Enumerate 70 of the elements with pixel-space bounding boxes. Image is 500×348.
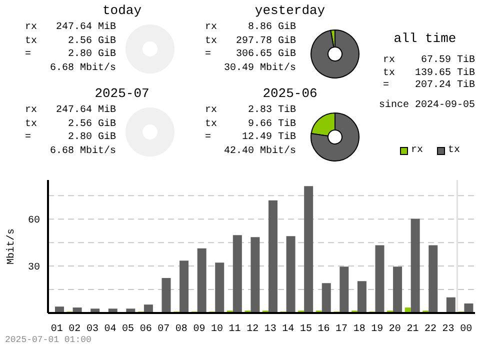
x-tick-label: 19 xyxy=(371,324,384,335)
text: tx xyxy=(383,68,396,78)
x-tick-label: 02 xyxy=(68,324,81,335)
text: 139.65 TiB xyxy=(414,68,475,78)
text: 2025-07 xyxy=(94,86,150,101)
x-tick-label: 10 xyxy=(211,324,224,335)
text: rx xyxy=(205,22,218,33)
text: = xyxy=(25,49,32,60)
text: all time xyxy=(392,31,458,46)
text: 207.24 TiB xyxy=(414,80,475,91)
text: 297.78 GiB xyxy=(236,36,296,47)
x-tick-label: 01 xyxy=(50,324,63,335)
x-tick-label: 07 xyxy=(158,324,170,335)
text: rx xyxy=(25,105,38,116)
x-tick-label: 20 xyxy=(388,324,401,335)
y-axis-title: Mbit/s xyxy=(6,228,18,265)
text: rx xyxy=(383,55,396,66)
legend-label: tx xyxy=(447,145,460,156)
x-tick-label: 18 xyxy=(353,324,366,335)
x-tick-label: 03 xyxy=(86,324,98,335)
text: 2.80 GiB xyxy=(68,132,116,144)
x-tick-label: 00 xyxy=(460,324,472,335)
text: tx xyxy=(25,36,38,47)
x-tick-label: 15 xyxy=(300,324,312,335)
text: 67.59 TiB xyxy=(420,55,475,66)
y-tick-label: 30 xyxy=(28,262,40,274)
text: 2025-07-01 01:00 xyxy=(5,335,92,345)
text: tx xyxy=(205,36,218,47)
text: 306.65 GiB xyxy=(236,49,296,60)
x-tick-label: 09 xyxy=(193,324,206,335)
text: 6.68 Mbit/s xyxy=(48,63,116,74)
text: 6.68 Mbit/s xyxy=(48,146,116,158)
chart-title: 2025-06 xyxy=(262,86,318,101)
x-tick-label: 17 xyxy=(336,324,348,335)
x-tick-label: 14 xyxy=(282,324,294,335)
text: = xyxy=(25,132,32,144)
text: 8.86 GiB xyxy=(248,22,296,33)
text: 2.80 GiB xyxy=(68,49,116,60)
text: = xyxy=(205,49,212,60)
x-tick-label: 16 xyxy=(318,324,330,335)
text: = xyxy=(383,80,390,91)
text: 12.49 TiB xyxy=(242,132,296,144)
x-tick-label: 06 xyxy=(140,324,152,335)
text: 247.64 MiB xyxy=(56,105,116,116)
text: 2.83 TiB xyxy=(248,105,296,116)
text: 2.56 GiB xyxy=(68,36,116,47)
x-tick-label: 22 xyxy=(424,324,437,335)
text: tx xyxy=(25,118,38,130)
x-tick-label: 21 xyxy=(406,324,419,335)
text: tx xyxy=(205,118,218,130)
x-tick-label: 04 xyxy=(104,324,116,335)
text: 42.40 Mbit/s xyxy=(222,146,296,158)
text: 2.56 GiB xyxy=(68,118,116,130)
text: 30.49 Mbit/s xyxy=(222,63,296,74)
legend-label: rx xyxy=(410,145,424,156)
chart-title: yesterday xyxy=(254,3,326,18)
text: today xyxy=(101,3,142,18)
x-tick-label: 11 xyxy=(228,324,241,335)
text: rx xyxy=(25,22,38,33)
text: since 2024-09-05 xyxy=(378,100,475,110)
y-tick-label: 60 xyxy=(28,216,40,227)
text: = xyxy=(205,132,212,144)
x-tick-label: 08 xyxy=(175,324,188,335)
x-tick-label: 23 xyxy=(442,324,454,335)
x-tick-label: 05 xyxy=(122,324,134,335)
text: rx xyxy=(205,105,218,116)
x-tick-label: 12 xyxy=(246,324,259,335)
text: 9.66 TiB xyxy=(248,118,296,130)
x-tick-label: 13 xyxy=(264,324,276,335)
text: 247.64 MiB xyxy=(56,22,116,33)
